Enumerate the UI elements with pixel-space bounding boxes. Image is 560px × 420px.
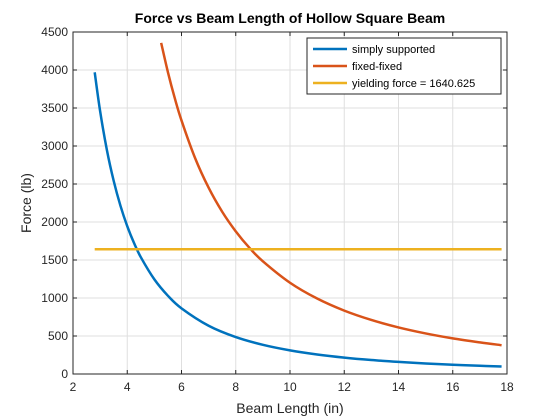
x-axis-label: Beam Length (in) bbox=[236, 400, 343, 416]
ticks: 2 4 6 8 10 12 14 16 18 0 500 1000 1500 2000 2500 3000 35… bbox=[41, 25, 514, 394]
chart-title: Force vs Beam Length of Hollow Square Be… bbox=[135, 10, 445, 26]
legend-label: yielding force = 1640.625 bbox=[352, 78, 475, 90]
y-tick-label: 500 bbox=[48, 329, 68, 343]
y-tick-label: 0 bbox=[61, 367, 68, 381]
y-tick-label: 3000 bbox=[41, 139, 68, 153]
legend-label: simply supported bbox=[352, 44, 435, 56]
y-tick-label: 4500 bbox=[41, 25, 68, 39]
series-line-2 bbox=[159, 42, 502, 347]
x-tick-label: 8 bbox=[232, 380, 239, 394]
y-tick-label: 4000 bbox=[41, 63, 68, 77]
series-line-1 bbox=[93, 72, 502, 368]
y-tick-label: 3500 bbox=[41, 101, 68, 115]
y-tick-label: 2500 bbox=[41, 177, 68, 191]
x-tick-label: 14 bbox=[392, 380, 406, 394]
legend-label: fixed-fixed bbox=[352, 61, 402, 73]
x-tick-label: 18 bbox=[500, 380, 514, 394]
x-tick-label: 6 bbox=[178, 380, 185, 394]
y-tick-label: 2000 bbox=[41, 215, 68, 229]
x-tick-label: 4 bbox=[124, 380, 131, 394]
y-axis-label: Force (lb) bbox=[18, 173, 34, 233]
legend: simply supported fixed-fixed yielding forc… bbox=[306, 37, 502, 95]
x-tick-label: 2 bbox=[70, 380, 77, 394]
y-tick-label: 1500 bbox=[41, 253, 68, 267]
x-tick-label: 16 bbox=[446, 380, 460, 394]
x-tick-label: 12 bbox=[338, 380, 352, 394]
x-tick-label: 10 bbox=[283, 380, 297, 394]
series-layer bbox=[93, 42, 502, 368]
y-tick-label: 1000 bbox=[41, 291, 68, 305]
